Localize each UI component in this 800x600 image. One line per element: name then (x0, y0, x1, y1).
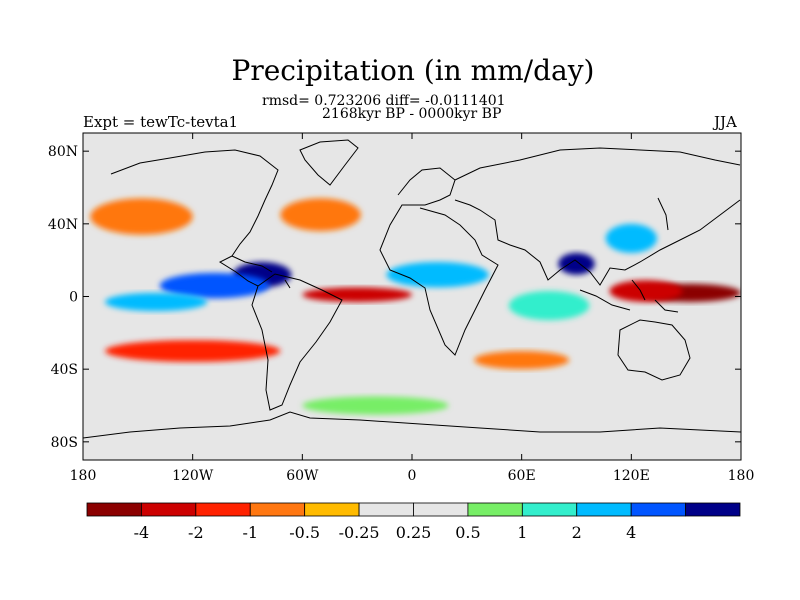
y-tick-label: 40S (51, 362, 78, 378)
colorbar-label: 0.5 (455, 523, 480, 542)
anomaly-blob (558, 252, 595, 275)
x-tick-label: 180 (728, 468, 755, 484)
x-tick-label: 0 (408, 468, 417, 484)
y-tick-label: 40N (48, 217, 78, 233)
colorbar-label: 1 (517, 523, 527, 542)
y-tick-label: 80N (48, 144, 78, 160)
season-label: JJA (714, 113, 737, 131)
anomaly-blob (280, 198, 361, 232)
anomaly-blob (508, 291, 590, 321)
colorbar-swatch (141, 502, 197, 517)
colorbar-swatch (195, 502, 251, 517)
colorbar-label: -1 (242, 523, 258, 542)
chart-title: Precipitation (in mm/day) (231, 54, 595, 87)
colorbar-label: -4 (134, 523, 150, 542)
eurasia-coast (454, 147, 741, 286)
anomaly-blob (90, 198, 193, 235)
north-america-coast (110, 149, 279, 273)
axis-ticks: 180 120W 60W 0 60E 120E 180 80N 40N 0 40S 80S (48, 133, 754, 484)
anomaly-blob (302, 287, 412, 302)
x-tick-label: 120W (172, 468, 214, 484)
colorbar-swatch (576, 502, 632, 517)
colorbar-swatch (685, 502, 741, 517)
colorbar-swatch (630, 502, 686, 517)
colorbar-swatch (358, 502, 414, 517)
colorbar-label: 0.25 (396, 523, 432, 542)
colorbar-label: -0.25 (339, 523, 380, 542)
colorbar-swatch (521, 502, 578, 517)
rmsd-diff-stats: rmsd= 0.723206 diff= -0.0111401 (262, 93, 506, 109)
anomaly-blob (159, 272, 270, 299)
x-tick-label: 120E (613, 468, 650, 484)
experiment-label: Expt = tewTc-tevta1 (83, 113, 239, 131)
colorbar-label: 2 (572, 523, 582, 542)
y-tick-label: 0 (69, 290, 78, 306)
colorbar-swatch (249, 502, 306, 517)
colorbar-swatch (304, 502, 360, 517)
anomaly-blob (104, 340, 281, 362)
antarctica-coast (83, 411, 741, 439)
colorbar-label: -0.5 (289, 523, 320, 542)
europe-africa-coast (379, 167, 499, 356)
x-tick-label: 180 (70, 468, 97, 484)
colorbar-swatch (413, 502, 469, 517)
y-tick-label: 80S (51, 435, 78, 451)
colorbar-label: 4 (626, 523, 636, 542)
anomaly-blob (104, 292, 208, 312)
australia-coast (617, 319, 691, 381)
greenland-coast (299, 139, 359, 186)
coastlines (83, 139, 741, 439)
colorbar-swatch (467, 502, 523, 517)
x-tick-label: 60E (508, 468, 536, 484)
anomaly-blob (386, 261, 489, 288)
colorbar: -4 -2 -1 -0.5 -0.25 0.25 0.5 1 2 4 (86, 502, 741, 542)
central-america-coast (218, 255, 259, 287)
colorbar-label: -2 (188, 523, 204, 542)
anomaly-blob (609, 280, 683, 302)
x-tick-label: 60W (286, 468, 319, 484)
anomaly-blob (605, 223, 657, 253)
time-period: 2168kyr BP - 0000kyr BP (322, 106, 502, 122)
colorbar-swatch (86, 502, 142, 517)
anomaly-blob (474, 351, 570, 370)
south-america-coast (251, 273, 343, 411)
anomaly-blob (302, 396, 449, 415)
islands-coast (284, 197, 679, 313)
